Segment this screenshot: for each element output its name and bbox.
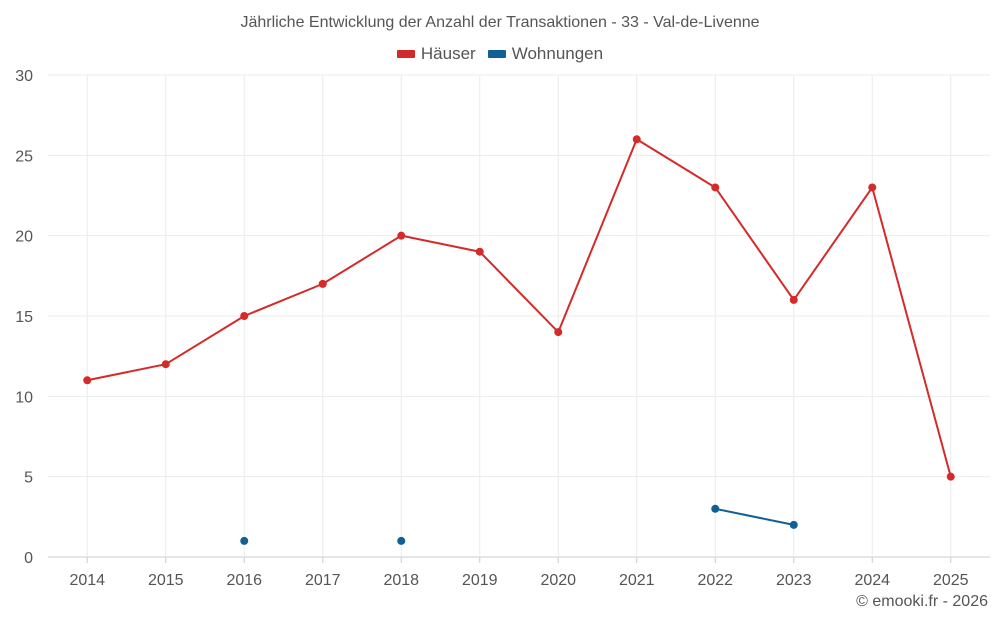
x-tick-label: 2019 [462, 572, 498, 589]
x-tick-label: 2017 [305, 572, 341, 589]
data-point-haeuser[interactable] [318, 279, 327, 288]
data-point-haeuser[interactable] [711, 183, 720, 192]
y-tick-label: 0 [24, 550, 33, 567]
series-line-wohnungen [715, 507, 794, 526]
data-point-wohnungen[interactable] [397, 536, 406, 545]
data-point-haeuser[interactable] [161, 360, 170, 369]
x-tick-label: 2022 [697, 572, 733, 589]
legend-swatch-wohnungen [487, 50, 506, 58]
x-tick-label: 2024 [854, 572, 890, 589]
legend-label-haeuser: Häuser [420, 44, 476, 63]
x-tick-label: 2015 [148, 572, 184, 589]
legend-item-haeuser[interactable]: Häuser [396, 44, 476, 64]
data-point-haeuser[interactable] [946, 472, 955, 481]
x-tick-label: 2018 [383, 572, 419, 589]
x-tick-label: 2014 [69, 572, 105, 589]
series-line-haeuser [87, 138, 952, 477]
y-tick-label: 25 [15, 148, 33, 165]
x-tick-label: 2025 [933, 572, 969, 589]
chart-legend: Häuser Wohnungen [0, 44, 1000, 64]
y-tick-label: 10 [15, 389, 33, 406]
data-point-haeuser[interactable] [475, 247, 484, 256]
legend-swatch-haeuser [396, 50, 415, 58]
data-point-haeuser[interactable] [397, 231, 406, 240]
data-point-wohnungen[interactable] [711, 504, 720, 513]
data-point-haeuser[interactable] [632, 135, 641, 144]
data-point-haeuser[interactable] [868, 183, 877, 192]
x-tick-label: 2016 [226, 572, 262, 589]
credit-text: © emooki.fr - 2026 [856, 593, 988, 610]
y-tick-label: 15 [15, 309, 33, 326]
data-point-haeuser[interactable] [789, 295, 798, 304]
data-point-haeuser[interactable] [554, 328, 563, 337]
x-tick-label: 2023 [776, 572, 812, 589]
data-point-haeuser[interactable] [83, 376, 92, 385]
data-point-wohnungen[interactable] [240, 536, 249, 545]
legend-label-wohnungen: Wohnungen [511, 44, 604, 63]
y-tick-label: 30 [15, 68, 33, 85]
data-point-wohnungen[interactable] [789, 520, 798, 529]
y-tick-label: 20 [15, 229, 33, 246]
chart-title: Jährliche Entwicklung der Anzahl der Tra… [240, 14, 760, 31]
x-tick-label: 2021 [619, 572, 655, 589]
y-tick-label: 5 [24, 470, 33, 487]
legend-item-wohnungen[interactable]: Wohnungen [487, 44, 604, 64]
data-point-haeuser[interactable] [240, 312, 249, 320]
x-tick-label: 2020 [540, 572, 576, 589]
